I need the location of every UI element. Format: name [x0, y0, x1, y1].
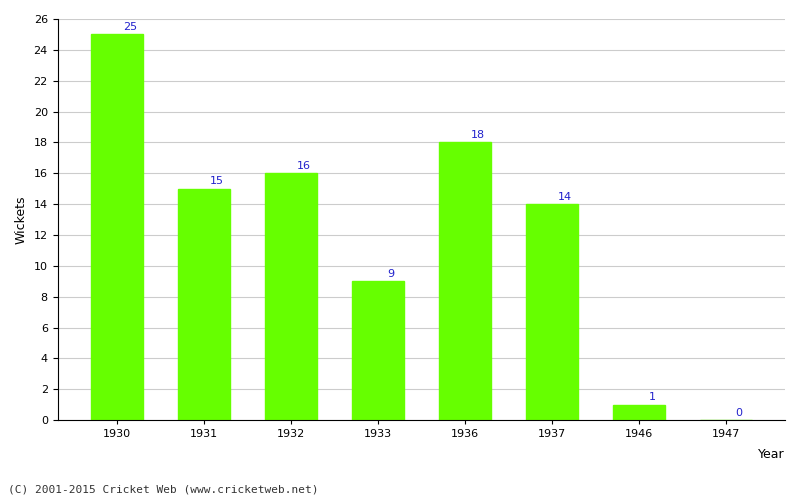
Y-axis label: Wickets: Wickets	[15, 196, 28, 244]
Bar	[265, 174, 317, 420]
Text: 18: 18	[470, 130, 485, 140]
Text: (C) 2001-2015 Cricket Web (www.cricketweb.net): (C) 2001-2015 Cricket Web (www.cricketwe…	[8, 485, 318, 495]
Text: 16: 16	[297, 161, 310, 171]
Bar	[178, 188, 230, 420]
Bar	[613, 404, 665, 420]
Bar	[526, 204, 578, 420]
Bar	[352, 281, 404, 420]
Text: 14: 14	[558, 192, 572, 202]
Text: 0: 0	[735, 408, 742, 418]
Text: 15: 15	[210, 176, 224, 186]
Bar	[438, 142, 491, 420]
Text: 1: 1	[648, 392, 655, 402]
Text: 9: 9	[387, 269, 394, 279]
X-axis label: Year: Year	[758, 448, 785, 461]
Bar	[90, 34, 143, 420]
Text: 25: 25	[122, 22, 137, 32]
